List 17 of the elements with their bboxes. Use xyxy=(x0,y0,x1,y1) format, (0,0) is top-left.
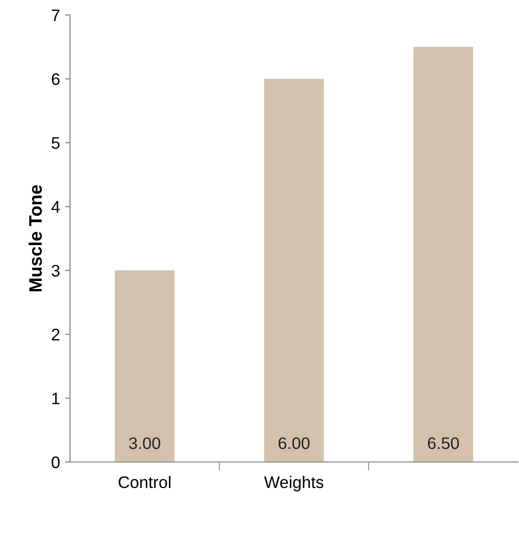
bar xyxy=(264,78,324,462)
data-label: 6.00 xyxy=(278,437,310,450)
y-tick-label: 7 xyxy=(52,10,60,22)
y-tick-label: 3 xyxy=(52,264,60,277)
y-tick-label: 1 xyxy=(52,392,60,404)
bar xyxy=(114,270,175,462)
y-axis-title: Muscle Tone xyxy=(28,185,42,292)
y-tick-label: 6 xyxy=(52,73,60,86)
bar xyxy=(413,46,474,462)
x-tick-label: Weights xyxy=(264,476,324,492)
data-label: 6.50 xyxy=(428,437,459,450)
y-tick-label: 4 xyxy=(51,201,60,213)
y-tick-label: 5 xyxy=(52,137,60,149)
y-tick-label: 2 xyxy=(52,328,60,340)
data-label: 3.00 xyxy=(129,437,160,450)
y-tick-label: 0 xyxy=(52,456,60,468)
x-tick-label: Control xyxy=(118,476,170,488)
